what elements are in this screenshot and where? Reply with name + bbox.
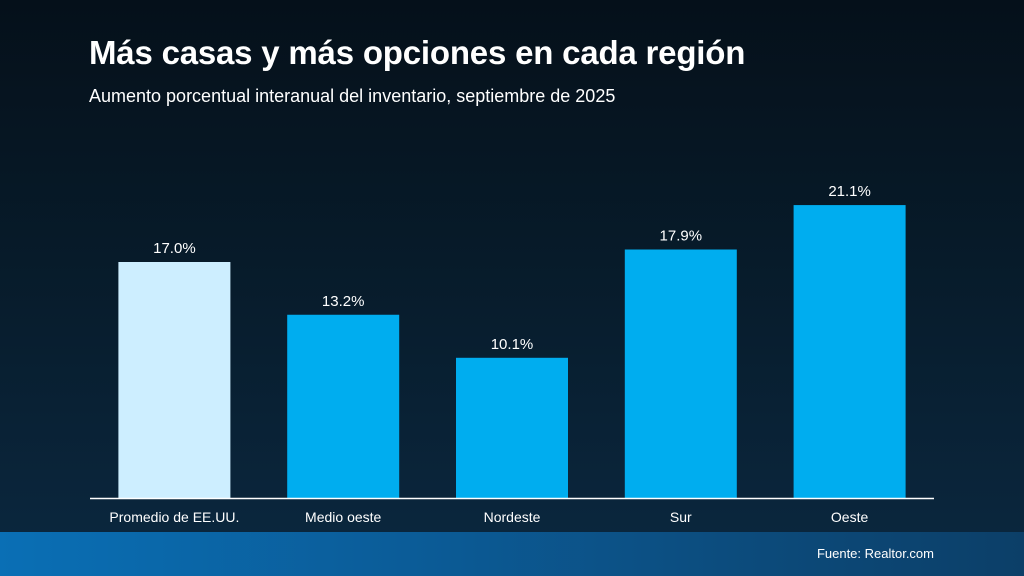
bar-1 bbox=[287, 314, 400, 498]
data-label-2: 10.1% bbox=[491, 336, 534, 353]
data-label-4: 21.1% bbox=[828, 183, 871, 200]
data-label-1: 13.2% bbox=[322, 293, 365, 310]
data-label-0: 17.0% bbox=[153, 240, 196, 257]
category-label-2: Nordeste bbox=[484, 509, 541, 525]
bar-4 bbox=[793, 205, 906, 499]
category-label-4: Oeste bbox=[831, 509, 869, 525]
footer-bar: Fuente: Realtor.com bbox=[0, 532, 1024, 576]
category-label-1: Medio oeste bbox=[305, 509, 381, 525]
bar-0 bbox=[118, 262, 231, 498]
data-label-3: 17.9% bbox=[660, 228, 703, 245]
category-label-3: Sur bbox=[670, 509, 692, 525]
bar-2 bbox=[456, 357, 568, 498]
chart-subtitle: Aumento porcentual interanual del invent… bbox=[89, 86, 616, 106]
chart-title: Más casas y más opciones en cada región bbox=[89, 34, 746, 71]
source-note: Fuente: Realtor.com bbox=[816, 546, 934, 561]
category-label-0: Promedio de EE.UU. bbox=[109, 509, 239, 525]
bar-chart: 17.0% Promedio de EE.UU. 13.2% Medio oeste 1… bbox=[109, 183, 906, 525]
bar-3 bbox=[624, 249, 737, 498]
